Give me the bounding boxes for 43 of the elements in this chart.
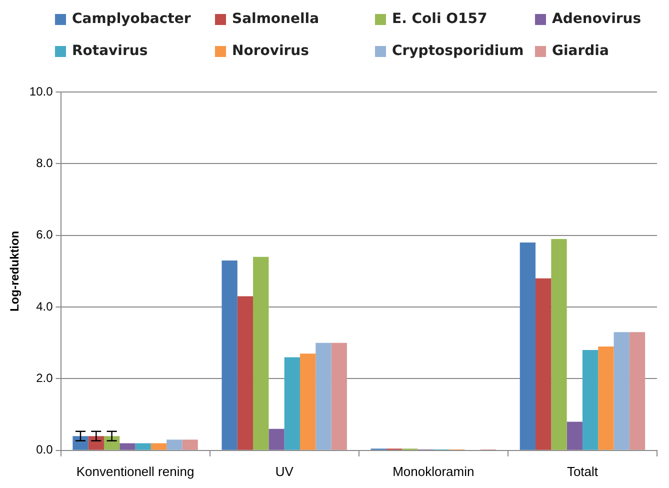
bar xyxy=(536,278,552,450)
legend-label: Giardia xyxy=(552,43,609,59)
x-tick-label: Konventionell rening xyxy=(76,464,194,479)
bar xyxy=(629,332,646,450)
bar xyxy=(300,354,316,450)
bar xyxy=(316,342,332,450)
bar xyxy=(166,440,182,450)
bar xyxy=(222,260,238,450)
legend-label: Adenovirus xyxy=(552,11,642,27)
y-axis-title: Log-reduktion xyxy=(8,230,22,312)
bar xyxy=(598,346,614,450)
bar xyxy=(614,332,630,450)
x-tick-label: Totalt xyxy=(566,464,598,479)
y-tick-label: 6.0 xyxy=(36,228,54,242)
x-tick-label: Monokloramin xyxy=(392,464,474,479)
legend-label: Camplyobacter xyxy=(72,11,191,27)
bar xyxy=(182,440,198,450)
bar xyxy=(104,436,120,450)
bar xyxy=(120,443,136,450)
bar xyxy=(331,342,347,450)
y-tick-label: 2.0 xyxy=(36,371,54,386)
y-tick-label: 0.0 xyxy=(36,442,54,457)
bar xyxy=(150,443,167,450)
legend-label: E. Coli O157 xyxy=(392,11,488,27)
bar xyxy=(135,443,151,450)
legend-label: Rotavirus xyxy=(72,43,148,59)
bar xyxy=(284,357,300,450)
y-tick-label: 8.0 xyxy=(36,156,54,170)
bar xyxy=(72,436,88,450)
y-tick-label: 4.0 xyxy=(36,299,54,314)
legend-label: Cryptosporidium xyxy=(392,43,524,59)
bar xyxy=(268,428,284,450)
bar xyxy=(520,242,536,450)
bar xyxy=(551,238,567,450)
legend-label: Norovirus xyxy=(232,43,309,59)
bar xyxy=(582,350,598,450)
bar xyxy=(88,436,104,450)
bar xyxy=(237,296,254,450)
legend-label: Salmonella xyxy=(232,11,320,27)
bar xyxy=(566,422,582,450)
x-tick-label: UV xyxy=(275,464,294,479)
y-tick-label: 10.0 xyxy=(29,84,54,98)
bar xyxy=(253,256,269,450)
